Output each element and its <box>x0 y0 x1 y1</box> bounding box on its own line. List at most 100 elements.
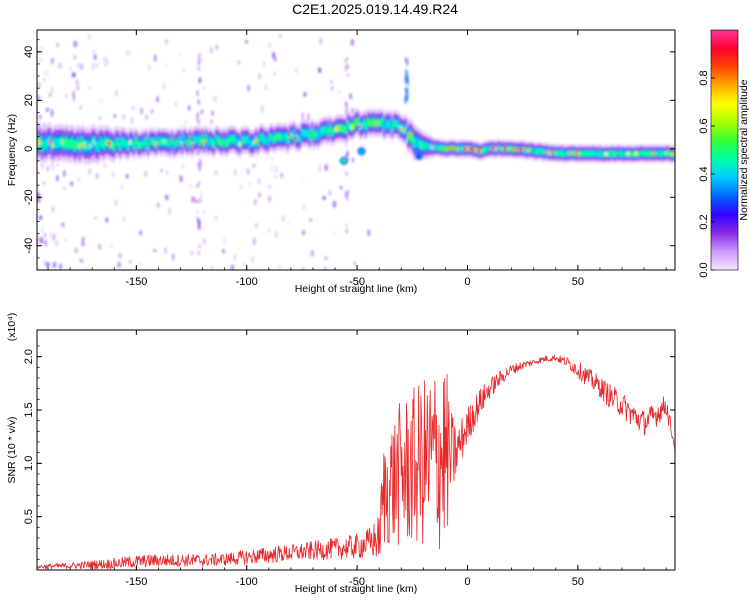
spectral-peak <box>553 151 556 156</box>
spectral-speckle <box>39 215 42 220</box>
spectral-speckle <box>82 237 85 242</box>
spectral-speckle <box>353 262 356 266</box>
spectral-speckle <box>282 215 285 222</box>
spectral-speckle <box>333 201 336 208</box>
spectral-speckle <box>160 168 163 173</box>
spectral-streak <box>345 223 347 229</box>
spectral-ridge-cell <box>91 138 94 149</box>
spectral-speckle <box>46 245 48 249</box>
spectral-ridge-cell <box>441 146 444 152</box>
spectral-peak <box>431 145 434 150</box>
spectral-streak <box>347 74 349 77</box>
spectral-speckle <box>80 259 83 263</box>
spectrogram-x-tick-label: 0 <box>464 276 470 288</box>
spectral-speckle <box>258 73 261 79</box>
spectral-ridge-cell <box>361 122 364 130</box>
spectral-speckle <box>39 115 42 119</box>
spectral-ridge-cell <box>559 150 562 157</box>
spectral-ridge-cell <box>55 137 58 149</box>
spectral-ridge-cell <box>611 150 614 156</box>
spectral-speckle <box>51 86 54 94</box>
spectral-ridge-cell <box>669 151 672 157</box>
spectral-ridge-cell <box>225 139 228 148</box>
spectral-ridge-cell <box>303 129 306 138</box>
spectrogram-x-tick-label: 50 <box>572 276 584 288</box>
spectral-ridge-cell <box>71 137 74 148</box>
spectral-ridge-cell <box>457 146 460 152</box>
spectral-speckle <box>367 229 371 236</box>
spectral-streak <box>406 63 408 66</box>
spectral-ridge-cell <box>251 139 254 148</box>
spectral-speckle <box>271 157 274 160</box>
spectral-speckle <box>79 105 82 109</box>
spectral-ridge-cell <box>561 150 564 156</box>
spectral-speckle <box>310 250 314 257</box>
spectral-speckle <box>253 238 256 245</box>
spectral-ridge-cell <box>673 151 675 157</box>
spectral-peak <box>107 140 110 145</box>
spectral-ridge-cell <box>625 151 628 157</box>
spectral-ridge-cell <box>301 128 304 137</box>
spectral-ridge-cell <box>435 144 438 151</box>
spectrogram-frame <box>36 29 676 271</box>
spectral-speckle <box>56 175 59 182</box>
spectral-speckle <box>279 34 282 38</box>
spectral-peak <box>463 147 466 152</box>
spectral-ridge-cell <box>97 141 100 152</box>
spectral-speckle <box>275 166 278 173</box>
spectral-streak <box>199 77 202 83</box>
spectral-ridge-cell <box>535 149 538 155</box>
spectral-streak <box>345 153 347 157</box>
spectral-peak <box>61 139 64 144</box>
spectral-speckle <box>72 72 76 78</box>
spectral-speckle <box>92 49 96 55</box>
spectral-ridge-cell <box>547 149 550 156</box>
spectral-ridge-cell <box>47 136 50 147</box>
spectral-speckle <box>301 268 305 270</box>
spectral-speckle <box>309 218 312 222</box>
spectral-streak <box>198 244 201 248</box>
spectral-speckle <box>191 196 195 203</box>
spectral-ridge-cell <box>379 119 382 128</box>
spectral-streak <box>406 93 409 100</box>
spectral-speckle <box>53 233 55 241</box>
spectral-ridge-cell <box>127 142 130 151</box>
spectral-peak <box>181 142 184 147</box>
spectral-ridge-cell <box>541 148 544 155</box>
spectral-speckle <box>129 260 131 264</box>
figure-title: C2E1.2025.019.14.49.R24 <box>292 1 458 17</box>
spectral-speckle <box>287 221 289 226</box>
spectral-speckle <box>123 114 125 120</box>
spectral-ridge-cell <box>355 118 358 127</box>
spectral-ridge-cell <box>353 120 356 129</box>
spectral-speckle <box>74 55 76 60</box>
spectral-ridge-cell <box>667 150 670 156</box>
spectral-peak <box>665 151 668 156</box>
spectral-ridge-cell <box>483 147 486 153</box>
spectral-ridge-cell <box>105 137 108 147</box>
spectral-ridge-cell <box>331 128 334 137</box>
spectral-speckle <box>268 196 271 202</box>
spectral-speckle <box>58 63 62 69</box>
spectrogram-x-label: Height of straight line (km) <box>295 283 418 295</box>
spectral-ridge-cell <box>257 138 260 147</box>
spectral-ridge-cell <box>145 137 148 145</box>
spectral-ridge-cell <box>573 150 576 156</box>
spectral-speckle <box>40 240 43 244</box>
spectral-ridge-cell <box>421 141 424 150</box>
spectral-speckle <box>211 97 214 100</box>
spectral-speckle <box>352 157 354 162</box>
spectral-ridge-cell <box>537 148 540 154</box>
spectral-ridge-cell <box>125 139 128 148</box>
spectral-ridge-cell <box>215 134 218 143</box>
snr-y-axis: 0.5 1.0 1.5 2.0 <box>23 345 675 560</box>
snr-y-tick-label: 0.5 <box>23 509 35 524</box>
spectral-ridge-cell <box>111 140 114 150</box>
spectral-speckle <box>237 61 240 64</box>
spectral-speckle <box>55 240 59 247</box>
spectral-ridge-cell <box>383 123 386 132</box>
spectral-peak <box>191 142 194 147</box>
spectral-ridge-cell <box>171 137 174 146</box>
spectral-ridge-cell <box>81 137 84 148</box>
spectral-ridge-cell <box>271 133 274 142</box>
